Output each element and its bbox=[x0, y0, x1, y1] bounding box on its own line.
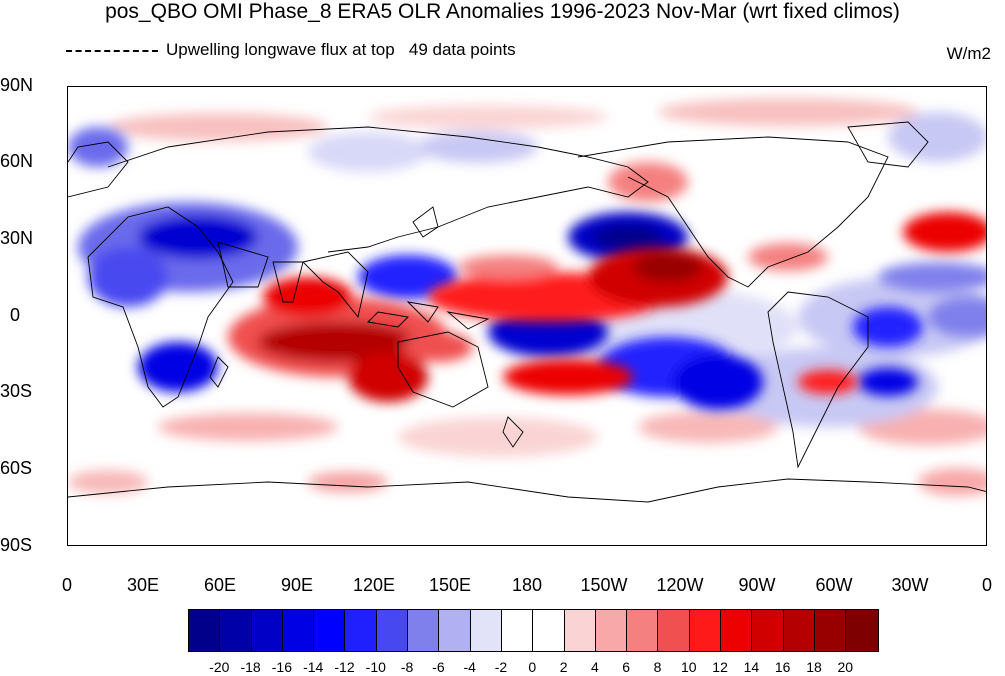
colorbar-swatch bbox=[439, 610, 471, 651]
dashed-line-icon bbox=[66, 49, 158, 52]
colorbar-swatch bbox=[220, 610, 252, 651]
lat-label-60s: 60S bbox=[0, 458, 33, 478]
colorbar-tick-label: 8 bbox=[653, 659, 662, 675]
lon-label-0-end: 0 bbox=[981, 575, 993, 595]
lon-label-150e: 150E bbox=[428, 575, 472, 595]
colorbar-tick-label: -20 bbox=[209, 659, 230, 675]
colorbar-tick-label: 14 bbox=[743, 659, 760, 675]
lon-label-30w: 30W bbox=[891, 575, 929, 595]
map-panel bbox=[67, 86, 987, 546]
colorbar-swatch bbox=[564, 610, 596, 651]
lon-label-0: 0 bbox=[61, 575, 73, 595]
lat-label-30n: 30N bbox=[0, 228, 34, 248]
colorbar-swatch bbox=[752, 610, 784, 651]
colorbar-swatch bbox=[533, 610, 565, 651]
colorbar-tick-label: 6 bbox=[622, 659, 631, 675]
lon-label-90e: 90E bbox=[280, 575, 314, 595]
lat-label-eq: 0 bbox=[10, 305, 21, 325]
colorbar-tick-label: -2 bbox=[494, 659, 508, 675]
lon-label-120e: 120E bbox=[352, 575, 396, 595]
lon-label-150w: 150W bbox=[580, 575, 628, 595]
colorbar-tick-label: 4 bbox=[590, 659, 599, 675]
colorbar-tick-label: -12 bbox=[334, 659, 355, 675]
lon-label-60e: 60E bbox=[203, 575, 237, 595]
lat-label-30s: 30S bbox=[0, 381, 33, 401]
colorbar-swatch bbox=[376, 610, 409, 651]
colorbar-tick-label: -4 bbox=[463, 659, 476, 675]
positive-anomalies bbox=[228, 162, 986, 402]
colorbar-swatch bbox=[658, 610, 690, 651]
colorbar-swatch bbox=[282, 610, 315, 651]
colorbar-swatch bbox=[595, 610, 628, 651]
colorbar-tick-label: 16 bbox=[774, 659, 791, 675]
colorbar-tick-label: -16 bbox=[271, 659, 293, 675]
colorbar-tick-label: 2 bbox=[559, 659, 568, 675]
colorbar-swatch bbox=[251, 610, 283, 651]
lon-label-90w: 90W bbox=[738, 575, 776, 595]
colorbar-swatch bbox=[501, 610, 534, 651]
colorbar-tick-label: 20 bbox=[837, 659, 854, 675]
colorbar-tick-label: 18 bbox=[806, 659, 822, 675]
figure-title: pos_QBO OMI Phase_8 ERA5 OLR Anomalies 1… bbox=[105, 0, 900, 23]
colorbar-swatch bbox=[814, 610, 847, 651]
lon-label-120w: 120W bbox=[656, 575, 704, 595]
colorbar-tick-label: 10 bbox=[681, 659, 697, 675]
field-description: Upwelling longwave flux at top 49 data p… bbox=[66, 40, 516, 60]
weak-anomalies bbox=[68, 98, 986, 496]
lon-label-60w: 60W bbox=[815, 575, 853, 595]
colorbar-swatch bbox=[627, 610, 659, 651]
colorbar-swatch bbox=[721, 610, 753, 651]
colorbar-tick-label: -14 bbox=[303, 659, 324, 675]
colorbar-swatch bbox=[846, 610, 878, 651]
colorbar-swatch bbox=[345, 610, 377, 651]
colorbar-swatch bbox=[689, 610, 722, 651]
colorbar-swatch bbox=[314, 610, 346, 651]
colorbar-tick-label: -10 bbox=[365, 659, 386, 675]
colorbar-tick-label: 12 bbox=[712, 659, 728, 675]
colorbar-tick-label: 0 bbox=[528, 659, 537, 675]
colorbar bbox=[188, 609, 879, 652]
colorbar-swatch bbox=[189, 610, 221, 651]
lat-label-60n: 60N bbox=[0, 151, 34, 171]
lon-label-30e: 30E bbox=[126, 575, 160, 595]
colorbar-tick-label: -6 bbox=[432, 659, 445, 675]
olr-anomaly-map bbox=[68, 98, 986, 503]
lat-label-90n: 90N bbox=[0, 75, 34, 95]
data-points-count: 49 data points bbox=[408, 40, 516, 59]
colorbar-swatch bbox=[783, 610, 815, 651]
coastlines bbox=[68, 121, 986, 503]
colorbar-swatch bbox=[470, 610, 502, 651]
colorbar-tick-label: -8 bbox=[400, 659, 414, 675]
lon-label-180: 180 bbox=[511, 575, 543, 595]
units-label: W/m2 bbox=[946, 44, 991, 63]
colorbar-swatch bbox=[408, 610, 440, 651]
lat-label-90s: 90S bbox=[0, 535, 33, 555]
field-label: Upwelling longwave flux at top bbox=[166, 40, 395, 59]
colorbar-tick-label: -18 bbox=[240, 659, 261, 675]
